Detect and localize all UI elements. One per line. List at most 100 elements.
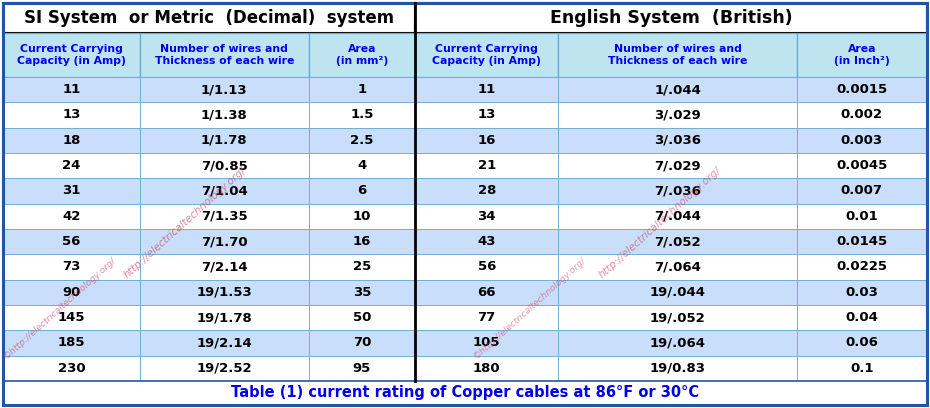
- Bar: [415, 229, 558, 254]
- Text: 66: 66: [477, 286, 496, 299]
- Bar: [309, 330, 415, 356]
- Bar: [558, 128, 797, 153]
- Bar: [797, 330, 927, 356]
- Bar: [415, 305, 558, 330]
- Bar: [3, 128, 139, 153]
- Text: http://electricaltechnology.org/: http://electricaltechnology.org/: [597, 166, 724, 280]
- Text: 7/1.04: 7/1.04: [201, 184, 247, 197]
- Text: 1/1.13: 1/1.13: [201, 83, 247, 96]
- Bar: [140, 229, 309, 254]
- Text: 0.06: 0.06: [845, 337, 878, 350]
- Bar: [3, 178, 139, 204]
- Bar: [558, 305, 797, 330]
- Bar: [558, 229, 797, 254]
- Text: 0.007: 0.007: [841, 184, 883, 197]
- Text: 0.1: 0.1: [850, 362, 873, 375]
- Text: ©http://electricaltechnology.org/: ©http://electricaltechnology.org/: [472, 255, 588, 361]
- Text: 13: 13: [477, 109, 496, 122]
- Bar: [797, 254, 927, 279]
- Bar: [309, 229, 415, 254]
- Text: 73: 73: [62, 260, 81, 273]
- Text: 0.04: 0.04: [845, 311, 878, 324]
- Bar: [3, 33, 139, 77]
- Bar: [797, 102, 927, 128]
- Text: 4: 4: [357, 159, 366, 172]
- Bar: [797, 77, 927, 102]
- Bar: [140, 153, 309, 178]
- Text: 0.0225: 0.0225: [836, 260, 887, 273]
- Bar: [797, 33, 927, 77]
- Text: 16: 16: [352, 235, 371, 248]
- Bar: [3, 77, 139, 102]
- Bar: [3, 153, 139, 178]
- Bar: [309, 204, 415, 229]
- Text: 7/.052: 7/.052: [654, 235, 701, 248]
- Text: 19/.044: 19/.044: [649, 286, 706, 299]
- Text: 56: 56: [477, 260, 496, 273]
- Bar: [140, 102, 309, 128]
- Text: 7/.044: 7/.044: [654, 210, 701, 223]
- Bar: [415, 3, 927, 33]
- Text: 0.03: 0.03: [845, 286, 878, 299]
- Bar: [558, 254, 797, 279]
- Text: 230: 230: [58, 362, 86, 375]
- Bar: [140, 33, 309, 77]
- Text: 7/0.85: 7/0.85: [201, 159, 247, 172]
- Text: 1/1.38: 1/1.38: [201, 109, 247, 122]
- Text: 19/2.52: 19/2.52: [196, 362, 252, 375]
- Bar: [309, 254, 415, 279]
- Bar: [415, 204, 558, 229]
- Text: 19/1.78: 19/1.78: [196, 311, 252, 324]
- Text: 19/.064: 19/.064: [649, 337, 706, 350]
- Text: 7/1.35: 7/1.35: [201, 210, 247, 223]
- Text: Current Carrying
Capacity (in Amp): Current Carrying Capacity (in Amp): [432, 44, 541, 66]
- Bar: [558, 77, 797, 102]
- Bar: [140, 204, 309, 229]
- Text: Area
(in Inch²): Area (in Inch²): [834, 44, 890, 66]
- Bar: [309, 77, 415, 102]
- Text: Current Carrying
Capacity (in Amp): Current Carrying Capacity (in Amp): [17, 44, 126, 66]
- Text: ©http://electricaltechnology.org/: ©http://electricaltechnology.org/: [2, 255, 118, 361]
- Bar: [3, 204, 139, 229]
- Text: 13: 13: [62, 109, 81, 122]
- Text: 31: 31: [62, 184, 81, 197]
- Text: 1/1.78: 1/1.78: [201, 134, 247, 147]
- Bar: [309, 305, 415, 330]
- Bar: [558, 279, 797, 305]
- Bar: [415, 102, 558, 128]
- Text: 70: 70: [352, 337, 371, 350]
- Text: 0.0045: 0.0045: [836, 159, 887, 172]
- Text: 3/.029: 3/.029: [654, 109, 701, 122]
- Bar: [415, 356, 558, 381]
- Bar: [140, 305, 309, 330]
- Bar: [309, 33, 415, 77]
- Text: 0.003: 0.003: [841, 134, 883, 147]
- Bar: [797, 279, 927, 305]
- Text: 7/2.14: 7/2.14: [201, 260, 247, 273]
- Bar: [3, 356, 139, 381]
- Text: 19/0.83: 19/0.83: [649, 362, 706, 375]
- Text: 19/1.53: 19/1.53: [196, 286, 252, 299]
- Text: 185: 185: [58, 337, 86, 350]
- Bar: [558, 178, 797, 204]
- Text: 50: 50: [352, 311, 371, 324]
- Text: 0.002: 0.002: [841, 109, 883, 122]
- Text: 25: 25: [352, 260, 371, 273]
- Bar: [797, 356, 927, 381]
- Text: Table (1) current rating of Copper cables at 86°F or 30°C: Table (1) current rating of Copper cable…: [231, 386, 699, 401]
- Bar: [140, 279, 309, 305]
- Bar: [797, 204, 927, 229]
- Text: 10: 10: [352, 210, 371, 223]
- Text: Number of wires and
Thickness of each wire: Number of wires and Thickness of each wi…: [608, 44, 747, 66]
- Bar: [415, 128, 558, 153]
- Bar: [415, 153, 558, 178]
- Text: 0.0015: 0.0015: [836, 83, 887, 96]
- Bar: [558, 153, 797, 178]
- Bar: [3, 381, 927, 405]
- Bar: [140, 77, 309, 102]
- Text: 19/2.14: 19/2.14: [196, 337, 252, 350]
- Text: 19/.052: 19/.052: [650, 311, 705, 324]
- Text: 3/.036: 3/.036: [654, 134, 701, 147]
- Bar: [309, 102, 415, 128]
- Bar: [140, 356, 309, 381]
